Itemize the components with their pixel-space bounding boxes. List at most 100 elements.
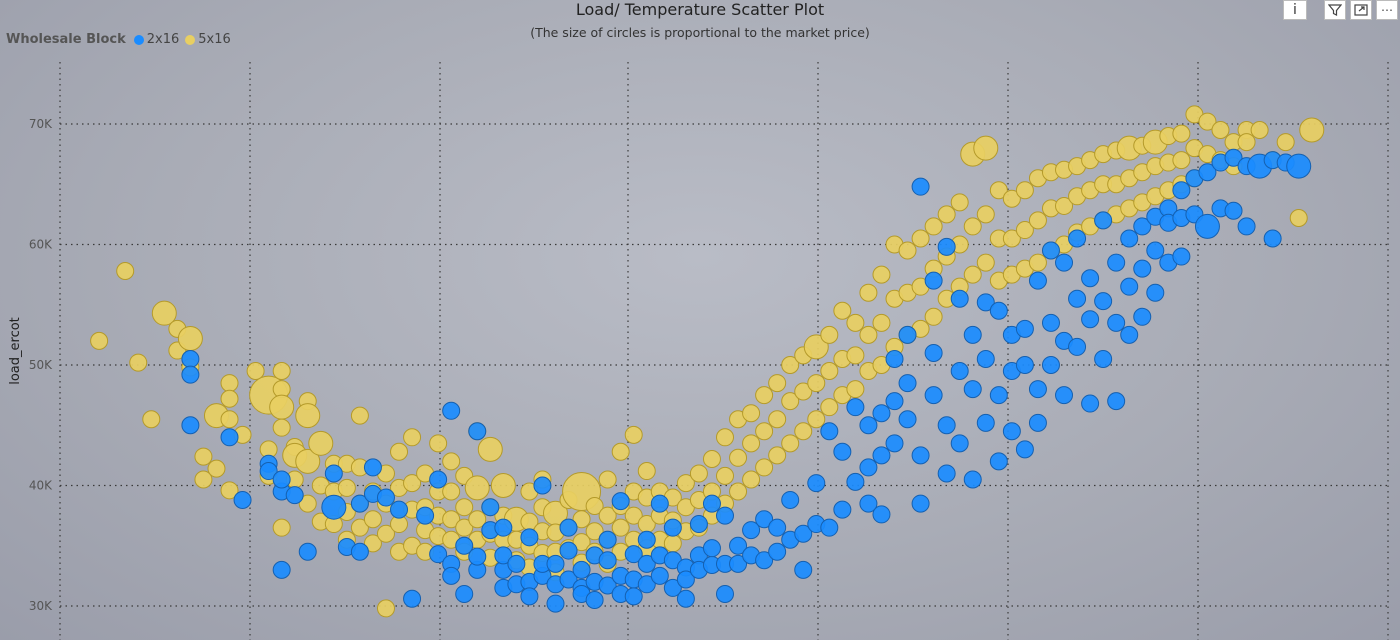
- data-point-5x16: [624, 506, 643, 525]
- data-point-2x16: [911, 446, 930, 465]
- data-point-2x16: [1015, 356, 1034, 374]
- data-point-5x16: [742, 404, 761, 423]
- data-point-2x16: [429, 545, 448, 564]
- data-point-2x16: [1028, 413, 1047, 432]
- data-point-5x16: [1028, 253, 1047, 272]
- data-point-5x16: [442, 510, 461, 529]
- data-point-2x16: [924, 343, 943, 362]
- data-point-2x16: [272, 560, 291, 579]
- data-point-2x16: [181, 365, 200, 384]
- data-point-5x16: [295, 448, 321, 474]
- data-point-5x16: [490, 473, 516, 498]
- data-point-2x16: [898, 325, 917, 344]
- data-point-5x16: [846, 313, 865, 332]
- series-5x16: [90, 105, 1325, 618]
- data-point-5x16: [937, 205, 956, 224]
- data-point-5x16: [468, 510, 487, 529]
- data-point-5x16: [429, 434, 448, 453]
- data-point-2x16: [455, 536, 474, 555]
- data-point-2x16: [624, 545, 643, 564]
- data-point-2x16: [637, 554, 656, 573]
- data-point-2x16: [950, 289, 969, 308]
- data-point-2x16: [403, 589, 422, 608]
- data-point-5x16: [442, 452, 461, 471]
- chart-subtitle: (The size of circles is proportional to …: [530, 25, 870, 40]
- data-point-2x16: [976, 413, 995, 432]
- data-point-2x16: [872, 404, 891, 423]
- data-point-5x16: [246, 362, 265, 381]
- data-point-2x16: [729, 536, 748, 555]
- data-point-5x16: [477, 436, 503, 462]
- data-point-5x16: [363, 510, 382, 529]
- data-point-5x16: [807, 410, 826, 429]
- filter-icon[interactable]: [1324, 0, 1346, 20]
- data-point-2x16: [911, 177, 930, 196]
- legend-label-2x16: 2x16: [146, 32, 180, 47]
- data-point-5x16: [846, 346, 865, 365]
- data-point-5x16: [194, 447, 213, 466]
- data-point-5x16: [794, 422, 813, 441]
- focus-mode-icon[interactable]: [1350, 0, 1372, 20]
- data-point-2x16: [376, 488, 395, 507]
- data-point-5x16: [272, 518, 291, 537]
- data-point-5x16: [624, 425, 643, 444]
- data-point-2x16: [350, 542, 369, 561]
- data-point-2x16: [989, 386, 1008, 405]
- y-axis-label: load_ercot: [8, 317, 23, 385]
- data-point-5x16: [1237, 133, 1256, 152]
- data-point-2x16: [820, 518, 839, 537]
- data-point-2x16: [559, 570, 578, 589]
- data-point-5x16: [973, 135, 999, 161]
- data-point-2x16: [689, 515, 708, 534]
- data-point-5x16: [716, 428, 734, 447]
- data-point-2x16: [989, 452, 1008, 471]
- data-point-5x16: [464, 475, 490, 501]
- visual-header-toolbar: ⋯: [1322, 0, 1400, 20]
- data-point-2x16: [950, 362, 969, 381]
- data-point-2x16: [950, 434, 969, 453]
- legend-item-5x16[interactable]: 5x16: [185, 32, 231, 47]
- data-point-2x16: [846, 398, 865, 417]
- data-point-5x16: [689, 464, 708, 483]
- data-point-2x16: [1107, 313, 1126, 332]
- data-point-5x16: [742, 470, 761, 489]
- data-point-2x16: [1198, 163, 1217, 182]
- data-point-5x16: [598, 470, 617, 489]
- data-point-5x16: [142, 410, 161, 429]
- info-button[interactable]: i: [1283, 0, 1307, 20]
- data-point-5x16: [976, 253, 995, 272]
- data-point-5x16: [90, 331, 109, 350]
- data-point-2x16: [468, 547, 487, 566]
- data-point-5x16: [846, 380, 865, 399]
- data-point-2x16: [285, 486, 304, 505]
- series-2x16: [181, 148, 1312, 613]
- data-point-2x16: [455, 584, 474, 603]
- more-options-icon[interactable]: ⋯: [1376, 0, 1398, 20]
- data-point-2x16: [1055, 253, 1074, 272]
- data-point-2x16: [1081, 394, 1100, 413]
- data-point-2x16: [1094, 349, 1113, 368]
- data-point-2x16: [637, 575, 656, 594]
- data-point-2x16: [259, 462, 278, 481]
- data-point-5x16: [269, 394, 295, 420]
- data-point-2x16: [885, 349, 904, 368]
- data-point-2x16: [1237, 217, 1256, 236]
- data-point-5x16: [129, 353, 148, 372]
- data-point-5x16: [220, 374, 239, 393]
- data-point-2x16: [976, 293, 995, 312]
- data-point-5x16: [1211, 121, 1230, 140]
- data-point-5x16: [768, 374, 787, 393]
- data-point-5x16: [768, 410, 787, 429]
- legend-item-2x16[interactable]: 2x16: [133, 32, 180, 47]
- data-point-5x16: [950, 193, 969, 212]
- data-point-2x16: [1263, 229, 1282, 248]
- data-point-5x16: [585, 496, 604, 515]
- data-point-5x16: [455, 518, 474, 537]
- data-point-2x16: [1094, 211, 1113, 230]
- data-point-5x16: [272, 418, 291, 437]
- data-point-2x16: [1041, 356, 1060, 374]
- data-point-2x16: [937, 464, 956, 483]
- data-point-2x16: [755, 551, 774, 570]
- data-point-2x16: [1002, 422, 1021, 441]
- data-point-2x16: [1120, 325, 1139, 344]
